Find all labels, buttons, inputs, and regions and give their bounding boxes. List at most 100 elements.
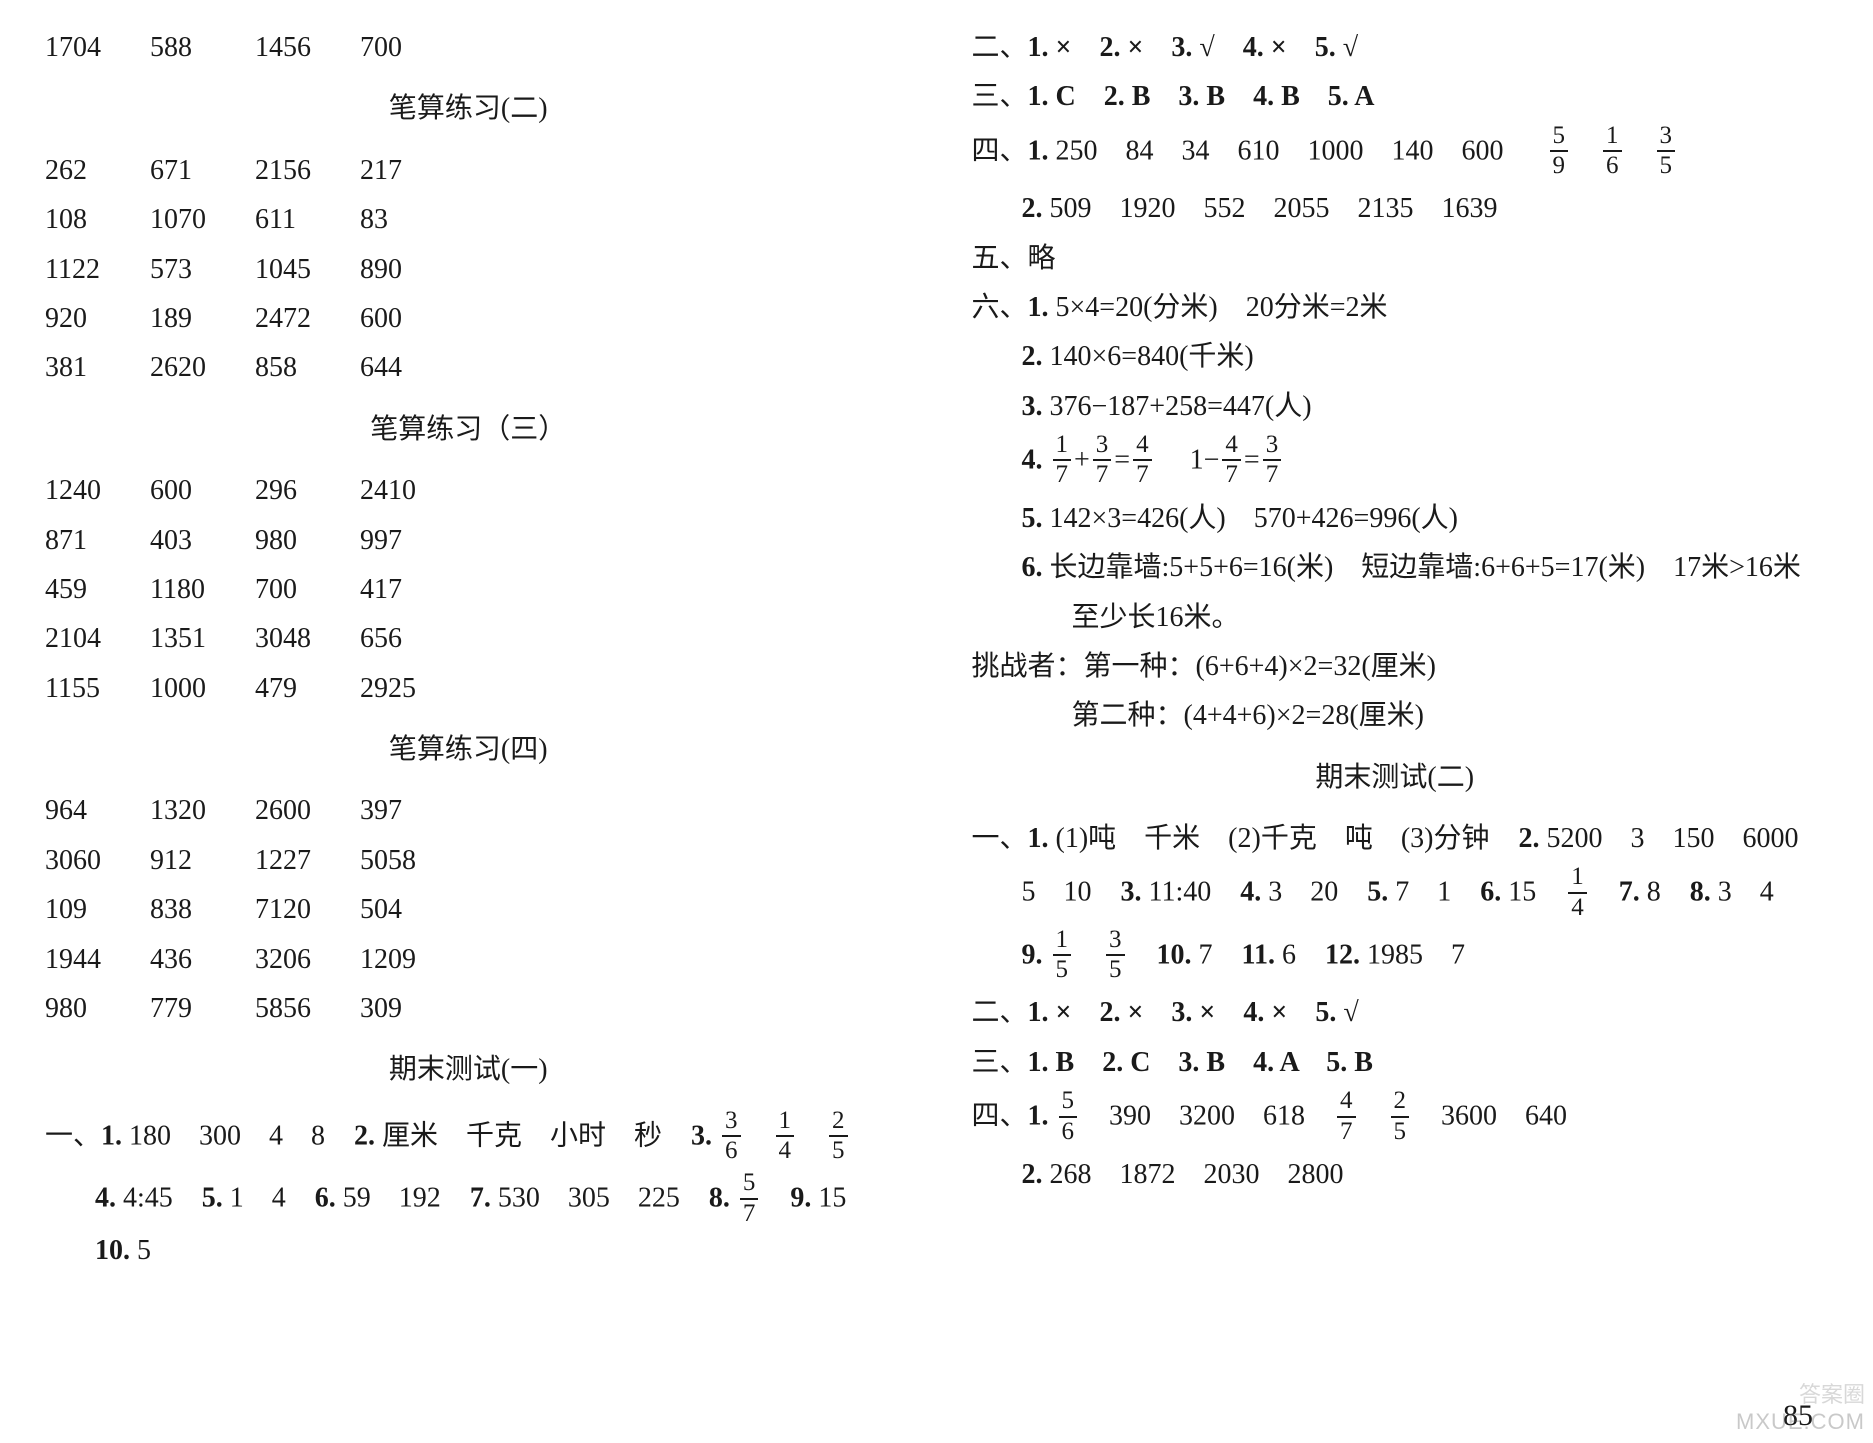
fraction: 25 [1391, 1088, 1410, 1145]
q-label: 7. [470, 1183, 491, 1214]
right-column: 二、1. × 2. × 3. √ 4. × 5. √ 三、1. C 2. B 3… [932, 20, 1844, 1423]
section-6-q5: 5. 142×3=426(人) 570+426=996(人) [972, 497, 1819, 540]
q-label: 4. [1240, 877, 1261, 908]
cell: 2472 [255, 297, 360, 340]
answer: 390 3200 618 [1109, 1101, 1305, 1132]
fraction: 14 [1568, 864, 1587, 921]
cell: 309 [360, 987, 465, 1030]
section-label: 三、 [972, 1047, 1028, 1078]
answer: 5200 3 150 6000 [1546, 823, 1798, 854]
section-label: 一、 [972, 823, 1028, 854]
cell: 381 [45, 346, 150, 389]
op: + [1074, 445, 1090, 476]
q-label: 1. [1028, 292, 1049, 323]
answer: 第一种：(6+6+4)×2=32(厘米) [1084, 651, 1436, 682]
cell: 262 [45, 149, 150, 192]
cell: 2104 [45, 617, 150, 660]
cell: 2410 [360, 469, 465, 512]
cell: 871 [45, 519, 150, 562]
cell: 5058 [360, 839, 465, 882]
answer: 509 1920 552 2055 2135 1639 [1050, 193, 1498, 224]
cell: 1122 [45, 248, 150, 291]
answer: 1 4 [230, 1183, 286, 1214]
answer: 5 10 [1022, 877, 1092, 908]
test2-sec4-line1: 四、1. 56 390 3200 618 47 25 3600 640 [972, 1090, 1819, 1147]
cell: 588 [150, 26, 255, 69]
fraction: 15 [1053, 927, 1072, 984]
q-label: 11. [1242, 940, 1275, 971]
q-label: 10. [1157, 940, 1192, 971]
fraction: 37 [1263, 432, 1282, 489]
challenge-line1: 挑战者：第一种：(6+6+4)×2=32(厘米) [972, 645, 1819, 688]
page: 1704 588 1456 700 笔算练习(二) 2626712156217 … [0, 0, 1873, 1443]
grid-2: 2626712156217 108107061183 1122573104589… [45, 149, 892, 390]
q-label: 2. [1518, 823, 1539, 854]
q-label: 5. [1022, 503, 1043, 534]
test2-sec1-line1: 一、1. (1)吨 千米 (2)千克 吨 (3)分钟 2. 5200 3 150… [972, 817, 1819, 860]
section-6-q3: 3. 376−187+258=447(人) [972, 385, 1819, 428]
cell: 108 [45, 198, 150, 241]
cell: 656 [360, 617, 465, 660]
q-label: 6. [315, 1183, 336, 1214]
challenge-label: 挑战者： [972, 651, 1084, 682]
cell: 644 [360, 346, 465, 389]
cell: 858 [255, 346, 360, 389]
q-label: 1. [1028, 823, 1049, 854]
section-label: 一、 [45, 1120, 101, 1151]
answer: 长边靠墙:5+5+6=16(米) 短边靠墙:6+6+5=17(米) 17米>16… [1050, 552, 1801, 583]
answer: 6 [1282, 940, 1296, 971]
q-label: 8. [1690, 877, 1711, 908]
cell: 1351 [150, 617, 255, 660]
section-label: 二、 [972, 997, 1028, 1028]
fraction: 47 [1133, 432, 1152, 489]
q-label: 3. [1121, 877, 1142, 908]
challenge-line2: 第二种：(4+4+6)×2=28(厘米) [972, 694, 1819, 737]
cell: 459 [45, 568, 150, 611]
q-label: 1. [1028, 135, 1049, 166]
cell: 7120 [255, 888, 360, 931]
q-label: 2. [354, 1120, 375, 1151]
q-label: 2. [1022, 193, 1043, 224]
answer: 3600 640 [1441, 1101, 1567, 1132]
q-label: 9. [1022, 940, 1043, 971]
cell: 997 [360, 519, 465, 562]
grid-row: 1704 588 1456 700 [45, 26, 892, 69]
cell: 912 [150, 839, 255, 882]
heading-practice-4: 笔算练习(四) [45, 728, 892, 771]
cell: 397 [360, 789, 465, 832]
section-label: 四、 [972, 135, 1028, 166]
q-label: 12. [1325, 940, 1360, 971]
section-6-q4: 4. 17+37=47 1−47=37 [972, 434, 1819, 491]
fraction: 56 [1059, 1088, 1078, 1145]
cell: 980 [255, 519, 360, 562]
test2-sec4-line2: 2. 268 1872 2030 2800 [972, 1153, 1819, 1196]
q-label: 7. [1619, 877, 1640, 908]
left-column: 1704 588 1456 700 笔算练习(二) 2626712156217 … [20, 20, 932, 1423]
answer: 250 84 34 610 1000 140 600 [1056, 135, 1504, 166]
watermark-url: MXUE.COM [1736, 1409, 1865, 1435]
answer: 11:40 [1149, 877, 1212, 908]
cell: 1456 [255, 26, 360, 69]
text: 1− [1162, 445, 1220, 476]
q-label: 4. [95, 1183, 116, 1214]
cell: 611 [255, 198, 360, 241]
section-6-q6: 6. 长边靠墙:5+5+6=16(米) 短边靠墙:6+6+5=17(米) 17米… [972, 546, 1819, 589]
cell: 2620 [150, 346, 255, 389]
section-6-q6-line2: 至少长16米。 [972, 596, 1819, 639]
q-label: 9. [790, 1183, 811, 1214]
heading-test-2: 期末测试(二) [972, 756, 1819, 799]
answer: 第二种：(4+4+6)×2=28(厘米) [1072, 700, 1424, 731]
watermark-text: 答案圈 [1799, 1377, 1865, 1409]
cell: 479 [255, 667, 360, 710]
answer: 1985 7 [1367, 940, 1465, 971]
cell: 1944 [45, 938, 150, 981]
cell: 83 [360, 198, 465, 241]
q-label: 1. [101, 1120, 122, 1151]
cell: 3206 [255, 938, 360, 981]
section-label: 三、 [972, 81, 1028, 112]
cell: 1180 [150, 568, 255, 611]
answer: 1. × 2. × 3. √ 4. × 5. √ [1028, 32, 1359, 63]
cell: 417 [360, 568, 465, 611]
section-2: 二、1. × 2. × 3. √ 4. × 5. √ [972, 26, 1819, 69]
answer: 5 [137, 1235, 151, 1266]
